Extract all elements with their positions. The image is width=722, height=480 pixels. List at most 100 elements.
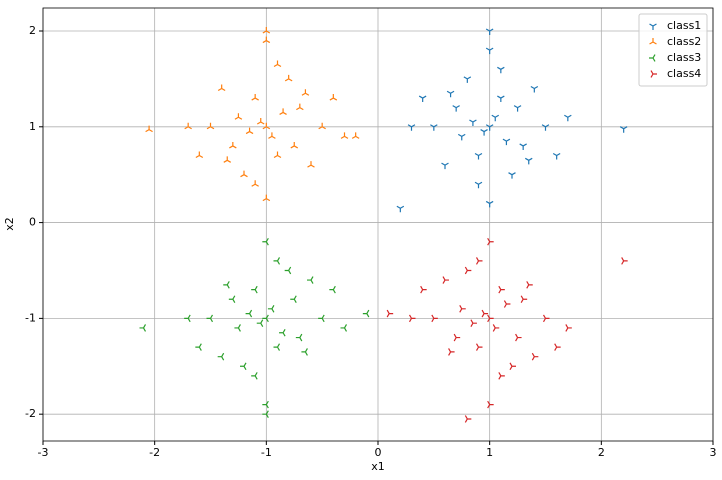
point bbox=[262, 26, 271, 34]
point bbox=[256, 117, 265, 125]
x-axis-label: x1 bbox=[371, 460, 385, 473]
y-tick-label: -1 bbox=[25, 311, 36, 324]
point bbox=[503, 300, 511, 308]
point bbox=[469, 119, 477, 126]
point bbox=[497, 66, 505, 74]
point bbox=[498, 285, 505, 294]
point bbox=[475, 257, 483, 265]
point bbox=[396, 205, 405, 213]
point bbox=[329, 285, 336, 294]
point bbox=[262, 400, 269, 409]
y-tick-label: 2 bbox=[29, 24, 36, 37]
point bbox=[485, 28, 494, 35]
point bbox=[279, 328, 286, 337]
point bbox=[340, 132, 349, 139]
point bbox=[407, 124, 416, 131]
legend-marker bbox=[650, 70, 657, 78]
point bbox=[481, 309, 489, 318]
point bbox=[229, 141, 237, 149]
point bbox=[492, 324, 500, 332]
point bbox=[531, 352, 539, 361]
point bbox=[206, 122, 215, 130]
point bbox=[526, 281, 533, 289]
series bbox=[396, 28, 628, 213]
point bbox=[234, 113, 243, 120]
point bbox=[565, 324, 572, 332]
x-tick-label: -3 bbox=[38, 446, 49, 459]
point bbox=[485, 124, 494, 131]
point bbox=[296, 103, 304, 111]
y-axis-label: x2 bbox=[3, 217, 16, 231]
point bbox=[524, 157, 533, 165]
legend-marker bbox=[649, 23, 657, 30]
point bbox=[290, 141, 299, 149]
point bbox=[430, 124, 438, 131]
point bbox=[268, 132, 276, 139]
series bbox=[139, 237, 370, 418]
legend-label: class1 bbox=[667, 19, 701, 32]
point bbox=[273, 60, 282, 68]
point bbox=[139, 324, 147, 332]
point bbox=[480, 129, 488, 136]
point bbox=[240, 362, 247, 371]
point bbox=[446, 90, 455, 98]
point bbox=[262, 410, 269, 418]
x-tick-label: 3 bbox=[710, 446, 717, 459]
point bbox=[273, 257, 281, 265]
point bbox=[256, 319, 264, 327]
legend-marker bbox=[649, 54, 656, 62]
point bbox=[307, 161, 315, 168]
point bbox=[223, 281, 230, 289]
point bbox=[145, 125, 153, 133]
point bbox=[340, 324, 348, 332]
point bbox=[251, 94, 259, 101]
point bbox=[290, 295, 297, 303]
point bbox=[240, 170, 248, 178]
point bbox=[301, 89, 310, 96]
x-tick-label: 0 bbox=[375, 446, 382, 459]
point bbox=[554, 343, 561, 351]
point bbox=[474, 181, 483, 189]
x-tick-label: -1 bbox=[261, 446, 272, 459]
point bbox=[497, 95, 505, 103]
point bbox=[474, 153, 483, 160]
point bbox=[498, 372, 505, 380]
point bbox=[515, 333, 522, 342]
point bbox=[262, 194, 271, 202]
point bbox=[184, 314, 191, 323]
point bbox=[509, 362, 516, 371]
point bbox=[564, 114, 572, 122]
point bbox=[273, 343, 281, 351]
point bbox=[520, 295, 528, 303]
legend-label: class2 bbox=[667, 35, 701, 48]
point bbox=[452, 105, 460, 112]
point bbox=[223, 156, 232, 163]
point bbox=[448, 348, 455, 356]
x-tick-label: -2 bbox=[149, 446, 160, 459]
point bbox=[408, 314, 416, 323]
point bbox=[251, 285, 258, 294]
point bbox=[552, 153, 561, 160]
point bbox=[621, 257, 628, 265]
point bbox=[513, 105, 522, 112]
grid bbox=[42, 8, 714, 441]
point bbox=[491, 114, 500, 122]
point bbox=[217, 84, 226, 91]
point bbox=[542, 314, 550, 323]
y-tick-label: 0 bbox=[29, 216, 36, 229]
x-tick-label: 2 bbox=[598, 446, 605, 459]
point bbox=[251, 372, 258, 380]
legend-box bbox=[638, 13, 708, 87]
point bbox=[487, 237, 494, 246]
point bbox=[463, 76, 472, 83]
point bbox=[485, 47, 494, 55]
y-tick-label: 1 bbox=[29, 120, 36, 133]
point bbox=[459, 305, 466, 313]
point bbox=[251, 180, 259, 187]
point bbox=[418, 95, 427, 103]
point bbox=[262, 36, 271, 44]
point bbox=[502, 138, 511, 146]
x-tick-label: 1 bbox=[486, 446, 493, 459]
point bbox=[195, 151, 204, 159]
